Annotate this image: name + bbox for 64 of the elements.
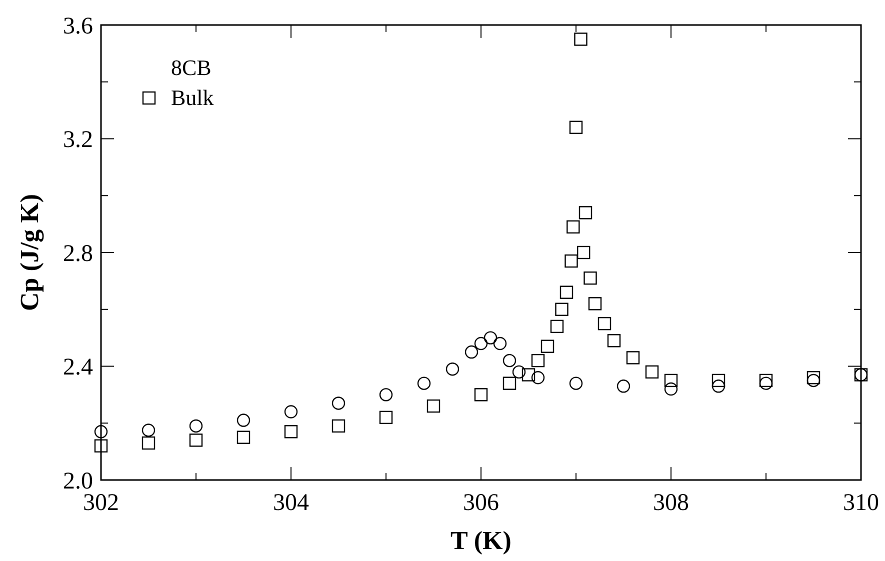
point [379, 388, 393, 402]
x-tick-label: 308 [653, 490, 689, 516]
point [555, 302, 568, 316]
point [332, 396, 346, 410]
point [645, 365, 659, 379]
point [189, 419, 203, 433]
x-tick-label: 310 [843, 490, 879, 516]
point [531, 354, 545, 368]
point [502, 376, 516, 390]
point [94, 439, 108, 452]
point [560, 286, 574, 299]
point [189, 434, 203, 447]
point [426, 399, 440, 413]
point [564, 254, 578, 268]
point [379, 410, 393, 424]
point [664, 382, 678, 396]
point [588, 297, 602, 310]
point [577, 246, 590, 260]
legend-title: 8CB [171, 55, 212, 80]
point [512, 365, 526, 379]
point [578, 206, 592, 220]
point [574, 32, 588, 46]
point [142, 424, 156, 437]
point [712, 380, 726, 393]
point [759, 374, 773, 388]
point [664, 374, 678, 388]
point [484, 331, 498, 344]
y-tick-label: 2.8 [63, 240, 93, 267]
point [417, 376, 431, 390]
point [464, 345, 478, 359]
point [616, 380, 630, 393]
x-tick-label: 306 [463, 490, 499, 516]
point [142, 436, 156, 450]
point [284, 405, 298, 418]
point [569, 376, 583, 390]
point [584, 271, 597, 285]
y-tick-label: 3.2 [63, 127, 93, 154]
point [540, 340, 554, 353]
point [332, 419, 346, 433]
point [712, 374, 726, 388]
point [550, 320, 564, 334]
x-tick-label: 304 [273, 490, 309, 516]
point [569, 120, 583, 134]
point [446, 362, 460, 376]
y-tick-label: 2.4 [63, 354, 93, 381]
point [284, 425, 298, 438]
point [607, 334, 621, 348]
point [598, 316, 612, 330]
point [474, 336, 488, 350]
point [531, 371, 545, 384]
point [493, 336, 507, 350]
point [236, 414, 250, 427]
point [94, 425, 108, 438]
x-axis-title: T (K) [450, 526, 512, 555]
point [806, 371, 820, 384]
point [236, 430, 250, 444]
point [522, 368, 536, 382]
point [626, 351, 640, 364]
y-axis-title: Cp (J/g K) [15, 194, 44, 311]
y-tick-label: 3.6 [63, 13, 93, 40]
point [502, 354, 516, 368]
point [474, 388, 488, 402]
point [566, 220, 580, 234]
legend-label: Bulk [171, 85, 214, 110]
